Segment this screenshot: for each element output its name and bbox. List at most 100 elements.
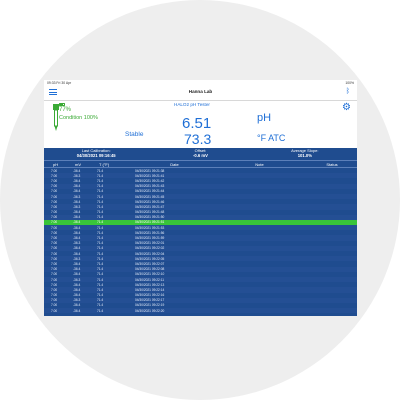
status-battery: 100% xyxy=(345,81,354,85)
cell-date: 04/30/2021 09:22:19 xyxy=(135,303,165,308)
cell-temp: 71.4 xyxy=(97,210,104,215)
table-row[interactable]: 7.00 -36.4 71.4 04/30/2021 09:22:13 xyxy=(44,282,357,288)
table-row[interactable]: 7.00 -36.4 71.4 04/30/2021 09:22:07 xyxy=(44,261,357,267)
cell-ph: 7.00 xyxy=(51,256,58,261)
cell-temp: 71.4 xyxy=(97,267,104,272)
cell-mv: -36.3 xyxy=(73,277,81,282)
table-row[interactable]: 7.00 -36.3 71.4 04/30/2021 09:21:47 xyxy=(44,204,357,210)
table-row[interactable]: 7.00 -36.3 71.4 04/30/2021 09:22:11 xyxy=(44,276,357,283)
header-mv[interactable]: mV xyxy=(75,161,81,167)
log-table: Last Calibration: 04/30/2021 09:16:45 Of… xyxy=(44,148,357,316)
cell-ph: 7.00 xyxy=(51,308,58,313)
cell-date: 04/30/2021 09:22:02 xyxy=(135,246,165,251)
cell-mv: -36.4 xyxy=(73,303,81,308)
battery-percent: 77% xyxy=(59,107,72,113)
cell-mv: -36.3 xyxy=(73,241,81,246)
probe-name: HALO2 pH Tester xyxy=(174,102,210,107)
average-slope: Average Slope: 101.0% xyxy=(253,148,357,160)
cell-ph: 7.00 xyxy=(51,303,58,308)
table-row[interactable]: 7.00 -36.4 71.4 04/30/2021 09:22:19 xyxy=(44,302,357,309)
table-row[interactable]: 7.00 -36.4 71.4 04/30/2021 09:21:53 xyxy=(44,225,357,231)
cell-ph: 7.00 xyxy=(51,173,58,178)
table-header: pH mV T (°F) Date Note Status xyxy=(44,161,357,168)
table-row[interactable]: 7.00 -36.4 71.4 04/30/2021 09:21:56 xyxy=(44,230,357,236)
table-row[interactable]: 7.00 -36.4 71.4 04/30/2021 09:21:43 xyxy=(44,183,357,189)
cell-mv: -36.4 xyxy=(73,251,81,256)
cell-date: 04/30/2021 09:21:43 xyxy=(135,184,165,189)
slope-value: 101.0% xyxy=(297,152,312,158)
cell-ph: 7.00 xyxy=(51,282,58,287)
cell-mv: -36.4 xyxy=(73,215,81,220)
header-status[interactable]: Status xyxy=(326,161,338,167)
table-row[interactable]: 7.00 -36.4 71.4 04/30/2021 09:22:04 xyxy=(44,251,357,257)
cell-date: 04/30/2021 09:21:48 xyxy=(135,210,165,215)
cell-date: 04/30/2021 09:21:41 xyxy=(135,173,165,178)
cell-mv: -36.4 xyxy=(73,210,81,215)
table-row[interactable]: 7.00 -36.4 71.4 04/30/2021 09:21:42 xyxy=(44,178,357,184)
cell-mv: -36.3 xyxy=(73,256,81,261)
bluetooth-icon[interactable]: ᛒ xyxy=(345,88,350,95)
cell-date: 04/30/2021 09:21:42 xyxy=(135,178,165,183)
table-row[interactable]: 7.00 -36.4 71.4 04/30/2021 09:22:10 xyxy=(44,271,357,277)
nav-bar: Hanna Lab ᛒ xyxy=(44,86,357,101)
cell-temp: 71.4 xyxy=(97,230,104,235)
probe-icon xyxy=(53,104,59,131)
cell-mv: -36.4 xyxy=(73,246,81,251)
table-row[interactable]: 7.00 -36.4 71.4 04/30/2021 09:21:38 xyxy=(44,168,357,174)
cell-ph: 7.00 xyxy=(51,168,58,173)
table-row[interactable]: 7.00 -36.3 71.4 04/30/2021 09:22:05 xyxy=(44,256,357,262)
cell-temp: 71.4 xyxy=(97,277,104,282)
table-row[interactable]: 7.00 -36.3 71.4 04/30/2021 09:22:01 xyxy=(44,240,357,246)
cell-mv: -36.3 xyxy=(73,173,81,178)
table-row[interactable]: 7.00 -36.3 71.4 04/30/2021 09:21:45 xyxy=(44,193,357,200)
cell-temp: 71.4 xyxy=(97,241,104,246)
cell-mv: -36.4 xyxy=(73,168,81,173)
header-date[interactable]: Date xyxy=(170,161,179,167)
hamburger-icon[interactable] xyxy=(49,89,57,95)
cell-ph: 7.00 xyxy=(51,210,58,215)
battery-icon xyxy=(59,103,65,106)
cell-mv: -36.4 xyxy=(73,178,81,183)
cell-ph: 7.00 xyxy=(51,241,58,246)
cell-temp: 71.4 xyxy=(97,256,104,261)
cell-mv: -36.4 xyxy=(73,287,81,292)
cell-date: 04/30/2021 09:21:59 xyxy=(135,236,165,241)
cell-date: 04/30/2021 09:22:14 xyxy=(135,287,165,292)
cell-temp: 71.4 xyxy=(97,178,104,183)
cell-ph: 7.00 xyxy=(51,246,58,251)
cell-date: 04/30/2021 09:21:44 xyxy=(135,189,165,194)
header-note[interactable]: Note xyxy=(255,161,264,167)
table-row[interactable]: 7.00 -36.4 71.4 04/30/2021 09:22:16 xyxy=(44,292,357,298)
cell-date: 04/30/2021 09:21:38 xyxy=(135,168,165,173)
cell-mv: -36.4 xyxy=(73,230,81,235)
table-row[interactable]: 7.00 -36.3 71.4 04/30/2021 09:21:41 xyxy=(44,173,357,179)
table-row[interactable]: 7.00 -36.4 71.4 04/30/2021 09:21:59 xyxy=(44,235,357,241)
cell-mv: -36.4 xyxy=(73,184,81,189)
table-row[interactable]: 7.00 -36.3 71.4 04/30/2021 09:22:17 xyxy=(44,297,357,303)
header-ph[interactable]: pH xyxy=(53,161,59,167)
cell-mv: -36.3 xyxy=(73,194,81,199)
cell-date: 04/30/2021 09:21:50 xyxy=(135,215,165,220)
offset-label: Offset: xyxy=(194,148,207,153)
table-row[interactable]: 7.00 -36.4 71.4 04/30/2021 09:21:44 xyxy=(44,188,357,194)
cell-ph: 7.00 xyxy=(51,194,58,199)
cell-temp: 71.4 xyxy=(97,261,104,266)
cell-mv: -36.4 xyxy=(73,189,81,194)
cell-date: 04/30/2021 09:21:47 xyxy=(135,204,165,209)
cell-date: 04/30/2021 09:21:53 xyxy=(135,225,165,230)
cell-temp: 71.4 xyxy=(97,199,104,204)
stability-indicator: Stable xyxy=(125,131,144,138)
header-temp[interactable]: T (°F) xyxy=(99,161,110,167)
table-row-selected[interactable]: 7.00 -36.4 71.4 04/30/2021 09:21:51 xyxy=(44,219,357,226)
table-row[interactable]: 7.00 -36.4 71.4 04/30/2021 09:22:20 xyxy=(44,308,357,314)
cell-date: 04/30/2021 09:22:13 xyxy=(135,282,165,287)
table-row[interactable]: 7.00 -36.4 71.4 04/30/2021 09:21:46 xyxy=(44,199,357,205)
cell-date: 04/30/2021 09:21:45 xyxy=(135,194,165,199)
table-row[interactable]: 7.00 -36.4 71.4 04/30/2021 09:22:14 xyxy=(44,287,357,293)
gear-icon[interactable]: ⚙ xyxy=(342,102,351,113)
table-row[interactable]: 7.00 -36.4 71.4 04/30/2021 09:21:50 xyxy=(44,214,357,220)
table-row[interactable]: 7.00 -36.4 71.4 04/30/2021 09:22:02 xyxy=(44,245,357,251)
cell-date: 04/30/2021 09:22:10 xyxy=(135,272,165,277)
table-row[interactable]: 7.00 -36.4 71.4 04/30/2021 09:21:48 xyxy=(44,209,357,215)
table-row[interactable]: 7.00 -36.4 71.4 04/30/2021 09:22:08 xyxy=(44,266,357,272)
